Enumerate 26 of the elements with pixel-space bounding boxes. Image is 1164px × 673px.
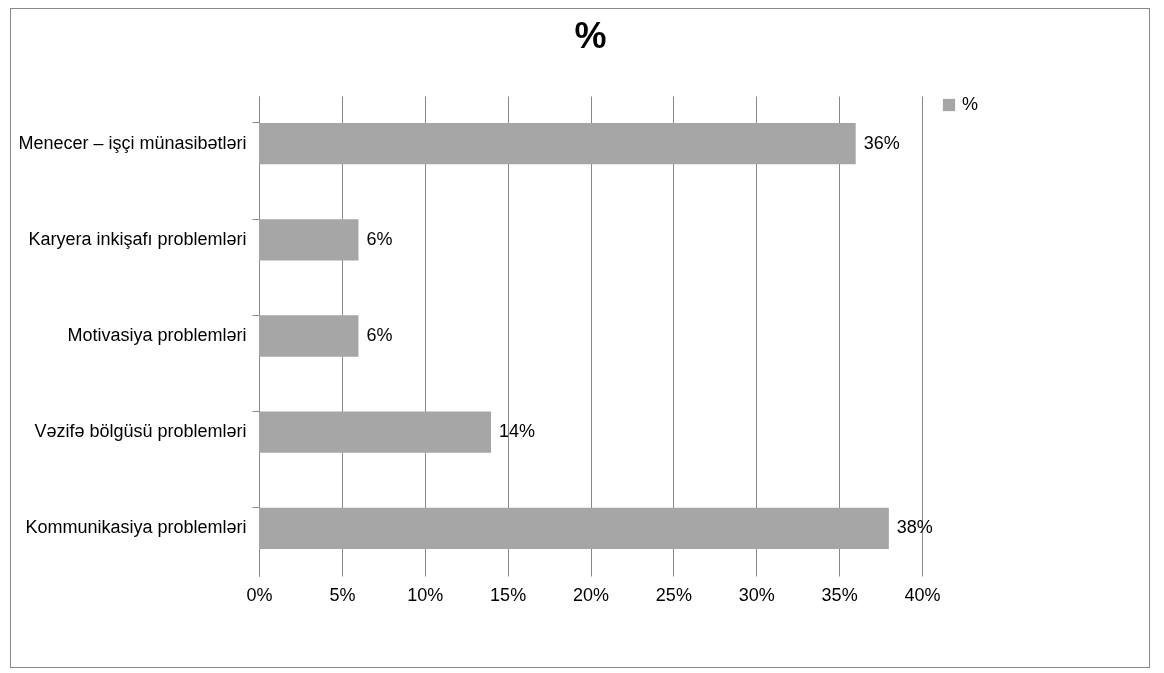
x-tick-label: 20% <box>572 584 610 605</box>
bar <box>259 507 889 550</box>
y-tick-label: Menecer – işçi münasibətləri <box>18 132 247 153</box>
data-label: 6% <box>366 325 393 345</box>
y-tick-label: Kommunikasiya problemləri <box>25 517 247 538</box>
data-label: 14% <box>499 421 536 442</box>
legend-label: % <box>962 94 979 114</box>
chart-title: % <box>574 15 607 56</box>
x-tick-label: 40% <box>904 584 941 605</box>
bar <box>259 315 359 357</box>
data-label: 38% <box>896 517 933 538</box>
bar <box>259 122 856 165</box>
y-tick-label: Vəzifə bölgüsü problemləri <box>34 421 247 442</box>
bar <box>259 219 359 261</box>
y-tick-label: Motivasiya problemləri <box>67 325 247 345</box>
data-label: 6% <box>366 228 393 249</box>
y-tick-label: Karyera inkişafı problemləri <box>28 228 247 249</box>
x-tick-label: 10% <box>407 584 444 605</box>
x-tick-label: 35% <box>821 584 858 605</box>
x-tick-label: 25% <box>655 584 692 605</box>
x-tick-label: 15% <box>490 584 527 605</box>
bar <box>259 411 492 453</box>
x-tick-label: 0% <box>246 584 273 605</box>
x-tick-label: 5% <box>329 584 356 605</box>
data-label: 36% <box>863 132 900 153</box>
x-tick-label: 30% <box>738 584 775 605</box>
